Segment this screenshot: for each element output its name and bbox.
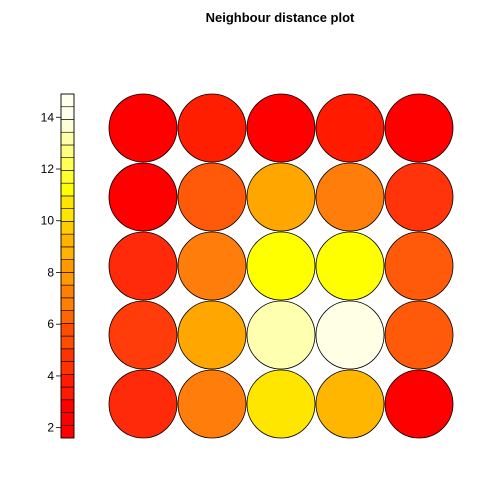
node-circle bbox=[315, 300, 385, 370]
node-circle bbox=[177, 300, 247, 370]
node-circle bbox=[315, 369, 385, 439]
colorbar-segment bbox=[60, 195, 75, 209]
node-circle bbox=[246, 231, 316, 301]
colorbar-segment bbox=[60, 131, 75, 146]
colorbar-tick-label: 12 bbox=[41, 162, 55, 176]
colorbar-tick-label: 10 bbox=[41, 214, 55, 228]
node-circle bbox=[108, 300, 178, 370]
node-grid bbox=[108, 93, 454, 439]
colorbar-tick-label: 8 bbox=[47, 265, 54, 279]
node-circle bbox=[384, 300, 454, 370]
colorbar-segment bbox=[60, 424, 75, 439]
colorbar-segment bbox=[60, 259, 75, 273]
node-circle bbox=[384, 162, 454, 232]
colorbar-segment bbox=[60, 284, 75, 299]
colorbar-tick-label: 6 bbox=[47, 317, 54, 331]
node-circle bbox=[315, 93, 385, 163]
colorbar-segment bbox=[60, 208, 75, 222]
colorbar-segment bbox=[60, 246, 75, 260]
node-circle bbox=[108, 231, 178, 301]
colorbar: 2 4 6 8 10 12 14 bbox=[41, 93, 75, 439]
colorbar-segment bbox=[60, 221, 75, 235]
node-circle bbox=[177, 162, 247, 232]
colorbar-border bbox=[60, 93, 75, 439]
colorbar-segment bbox=[60, 119, 75, 133]
colorbar-segment bbox=[60, 106, 75, 120]
colorbar-segment bbox=[60, 310, 75, 324]
colorbar-segment bbox=[60, 157, 75, 171]
colorbar-segment bbox=[60, 386, 75, 401]
colorbar-segment bbox=[60, 373, 75, 388]
node-circle bbox=[108, 369, 178, 439]
colorbar-segment bbox=[60, 335, 75, 350]
colorbar-segment bbox=[60, 412, 75, 426]
node-circle bbox=[108, 93, 178, 163]
colorbar-segment bbox=[60, 170, 75, 184]
plot-title: Neighbour distance plot bbox=[205, 10, 355, 25]
node-circle bbox=[384, 93, 454, 163]
colorbar-segment bbox=[60, 144, 75, 159]
colorbar-tick-label: 4 bbox=[47, 369, 54, 383]
node-circle bbox=[246, 300, 316, 370]
node-circle bbox=[177, 231, 247, 301]
colorbar-segment bbox=[60, 361, 75, 375]
colorbar-segment bbox=[60, 323, 75, 337]
colorbar-segment bbox=[60, 272, 75, 286]
colorbar-tick-label: 14 bbox=[41, 110, 55, 124]
colorbar-segment bbox=[60, 399, 75, 413]
colorbar-segment bbox=[60, 93, 75, 108]
node-circle bbox=[246, 93, 316, 163]
node-circle bbox=[315, 162, 385, 232]
node-circle bbox=[108, 162, 178, 232]
node-circle bbox=[177, 369, 247, 439]
node-circle bbox=[315, 231, 385, 301]
colorbar-segment bbox=[60, 233, 75, 248]
colorbar-segment bbox=[60, 182, 75, 197]
node-circle bbox=[384, 231, 454, 301]
node-circle bbox=[177, 93, 247, 163]
colorbar-tick-label: 2 bbox=[47, 421, 54, 435]
colorbar-segment bbox=[60, 348, 75, 362]
node-circle bbox=[384, 369, 454, 439]
node-circle bbox=[246, 162, 316, 232]
colorbar-segment bbox=[60, 297, 75, 311]
node-circle bbox=[246, 369, 316, 439]
